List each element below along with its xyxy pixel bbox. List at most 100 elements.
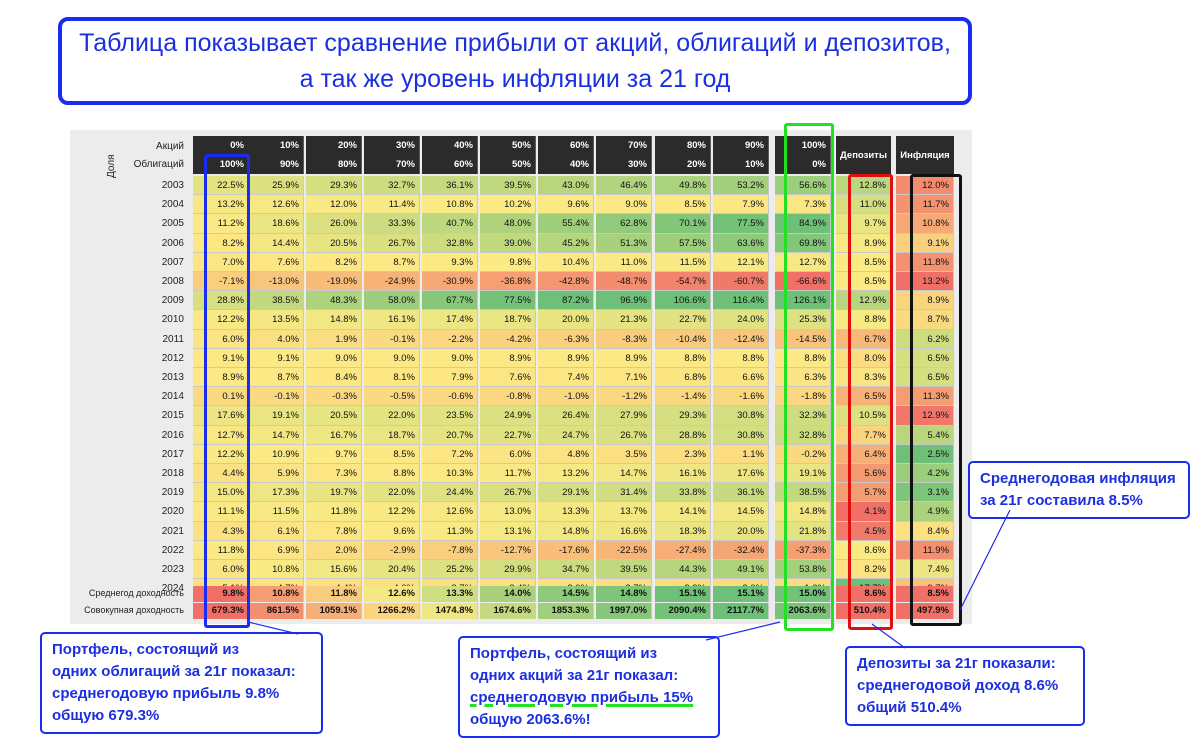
cell-2004-5: 10.2% [480,195,536,215]
cell-2004-4: 10.8% [422,195,478,215]
cell-2021-6: 14.8% [538,521,594,541]
header-bonds-5: 50% [480,155,536,174]
cell-2007-8: 11.5% [655,252,711,272]
cell-2007-5: 9.8% [480,252,536,272]
cell-2019-1: 17.3% [248,483,304,503]
header-stocks-8: 80% [655,136,711,155]
cell-2005-6: 55.4% [538,214,594,234]
note-inflation-line-1: Среднегодовая инфляция [980,470,1176,487]
highlight-bonds-column [204,154,250,628]
cell-2012-7: 8.9% [596,348,652,368]
cell-2018-2: 7.3% [306,464,362,484]
total-cell-1: 861.5% [248,603,304,619]
year-label-2014: 2014 [161,391,184,403]
cell-2019-2: 19.7% [306,483,362,503]
cell-2021-10: 21.8% [775,521,831,541]
cell-2020-2: 11.8% [306,502,362,522]
cell-2018-4: 10.3% [422,464,478,484]
cell-2003-6: 43.0% [538,176,594,196]
stocks-row-label: Акций [156,141,184,152]
cell-2014-6: -1.0% [538,387,594,407]
year-label-2016: 2016 [161,429,184,441]
cell-2005-9: 77.5% [713,214,769,234]
cell-2009-4: 67.7% [422,291,478,311]
cell-2023-7: 39.5% [596,560,652,580]
cell-2011-6: -6.3% [538,329,594,349]
cell-2008-9: -60.7% [713,272,769,292]
note-bonds-line-4: общую 679.3% [52,707,160,724]
cell-2003-4: 36.1% [422,176,478,196]
cell-2018-5: 11.7% [480,464,536,484]
cell-2004-10: 7.3% [775,195,831,215]
cell-2013-7: 7.1% [596,368,652,388]
cell-2019-7: 31.4% [596,483,652,503]
cell-2021-9: 20.0% [713,521,769,541]
header-bonds-1: 90% [248,155,304,174]
title-line-1: Таблица показывает сравнение прибыли от … [79,29,951,57]
cell-2013-8: 6.8% [655,368,711,388]
highlight-stocks-column [784,123,834,631]
cell-2009-3: 58.0% [364,291,420,311]
cell-2018-6: 13.2% [538,464,594,484]
cell-2012-10: 8.8% [775,348,831,368]
cell-2020-8: 14.1% [655,502,711,522]
cell-2022-3: -2.9% [364,540,420,560]
cell-2007-9: 12.1% [713,252,769,272]
cell-2004-7: 9.0% [596,195,652,215]
header-deposits: Депозиты [836,136,891,174]
cell-2016-7: 26.7% [596,425,652,445]
cell-2021-1: 6.1% [248,521,304,541]
note-bonds-line-3: среднегодовую прибыль 9.8% [52,685,280,702]
note-stocks-line-1: Портфель, состоящий из [470,645,658,662]
header-stocks-1: 10% [248,136,304,155]
cell-2018-1: 5.9% [248,464,304,484]
cell-2006-1: 14.4% [248,233,304,253]
year-label-2017: 2017 [161,448,184,460]
bonds-row-label: Облигаций [133,159,184,170]
cell-2011-4: -2.2% [422,329,478,349]
cell-2015-3: 22.0% [364,406,420,426]
note-bonds: Портфель, состоящий из одних облигаций з… [40,632,323,734]
cell-2006-6: 45.2% [538,233,594,253]
total-cell-3: 1266.2% [364,603,420,619]
cell-2006-5: 39.0% [480,233,536,253]
cell-2019-3: 22.0% [364,483,420,503]
cell-2016-2: 16.7% [306,425,362,445]
cell-2004-1: 12.6% [248,195,304,215]
note-inflation: Среднегодовая инфляция за 21г составила … [968,461,1190,519]
cell-2004-3: 11.4% [364,195,420,215]
header-bonds-10: 0% [775,155,831,174]
cell-2021-7: 16.6% [596,521,652,541]
year-label-2022: 2022 [161,544,184,556]
cell-2022-5: -12.7% [480,540,536,560]
cell-2012-8: 8.8% [655,348,711,368]
total-cell-5: 1674.6% [480,603,536,619]
cell-2006-2: 20.5% [306,233,362,253]
cell-2013-1: 8.7% [248,368,304,388]
total-row-label: Совокупная доходность [84,605,184,615]
cell-2011-7: -8.3% [596,329,652,349]
avg-cell-9: 15.1% [713,586,769,602]
cell-2013-3: 8.1% [364,368,420,388]
cell-2021-2: 7.8% [306,521,362,541]
note-stocks: Портфель, состоящий из одних акций за 21… [458,636,720,738]
cell-2003-2: 29.3% [306,176,362,196]
cell-2011-9: -12.4% [713,329,769,349]
year-label-2020: 2020 [161,506,184,518]
cell-2005-8: 70.1% [655,214,711,234]
header-stocks-0: 0% [193,136,249,155]
total-cell-10: 2063.6% [775,603,831,619]
year-label-2019: 2019 [161,487,184,499]
header-bonds-4: 60% [422,155,478,174]
cell-2012-4: 9.0% [422,348,478,368]
cell-2018-10: 19.1% [775,464,831,484]
cell-2017-1: 10.9% [248,444,304,464]
cell-2013-2: 8.4% [306,368,362,388]
cell-2022-8: -27.4% [655,540,711,560]
cell-2016-9: 30.8% [713,425,769,445]
cell-2017-8: 2.3% [655,444,711,464]
cell-2004-8: 8.5% [655,195,711,215]
year-label-2018: 2018 [161,468,184,479]
cell-2004-9: 7.9% [713,195,769,215]
cell-2016-5: 22.7% [480,425,536,445]
